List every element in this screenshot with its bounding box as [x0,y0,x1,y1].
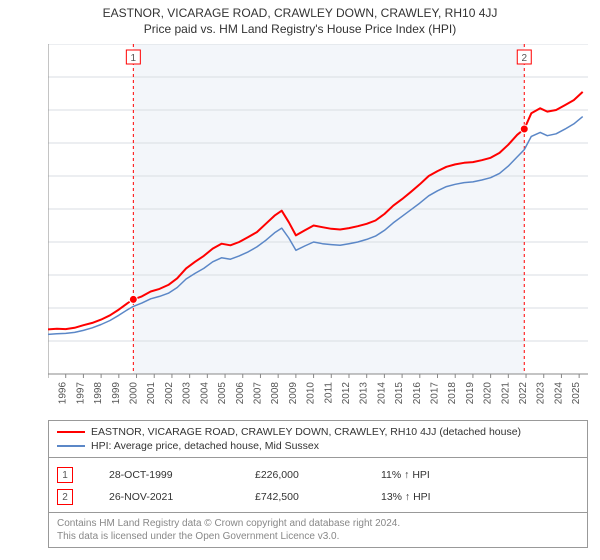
svg-text:2020: 2020 [483,382,494,405]
svg-text:2014: 2014 [376,382,387,405]
license-line: Contains HM Land Registry data © Crown c… [57,517,579,530]
marker-number-box: 2 [57,489,73,505]
marker-date: 28-OCT-1999 [109,469,219,481]
markers-box: 1 28-OCT-1999 £226,000 11% ↑ HPI 2 26-NOV-202… [48,458,588,513]
legend-row: HPI: Average price, detached house, Mid … [57,439,579,453]
bottom-panel: EASTNOR, VICARAGE ROAD, CRAWLEY DOWN, CR… [48,420,588,548]
legend-row: EASTNOR, VICARAGE ROAD, CRAWLEY DOWN, CR… [57,425,579,439]
svg-text:2003: 2003 [182,382,193,405]
svg-text:2017: 2017 [430,382,441,405]
chart-subtitle: Price paid vs. HM Land Registry's House … [0,20,600,40]
svg-text:2: 2 [521,53,527,64]
marker-number-box: 1 [57,467,73,483]
svg-text:2006: 2006 [235,382,246,405]
legend-label: EASTNOR, VICARAGE ROAD, CRAWLEY DOWN, CR… [91,426,521,438]
svg-text:2018: 2018 [447,382,458,405]
svg-text:2001: 2001 [146,382,157,405]
svg-text:2000: 2000 [129,382,140,405]
marker-date: 26-NOV-2021 [109,491,219,503]
svg-text:2007: 2007 [252,382,263,405]
svg-text:1: 1 [131,53,137,64]
svg-text:2025: 2025 [571,382,582,405]
svg-text:2021: 2021 [500,382,511,405]
license-line: This data is licensed under the Open Gov… [57,530,579,543]
legend-box: EASTNOR, VICARAGE ROAD, CRAWLEY DOWN, CR… [48,420,588,458]
svg-text:2009: 2009 [288,382,299,405]
svg-text:2023: 2023 [536,382,547,405]
svg-text:2005: 2005 [217,382,228,405]
license-box: Contains HM Land Registry data © Crown c… [48,513,588,548]
chart-container: EASTNOR, VICARAGE ROAD, CRAWLEY DOWN, CR… [0,0,600,560]
svg-text:2002: 2002 [164,382,175,405]
svg-text:2004: 2004 [199,382,210,405]
chart-area: £0£100K£200K£300K£400K£500K£600K£700K£80… [48,44,588,414]
svg-text:2016: 2016 [412,382,423,405]
svg-text:2010: 2010 [306,382,317,405]
chart-title: EASTNOR, VICARAGE ROAD, CRAWLEY DOWN, CR… [0,0,600,20]
legend-swatch [57,431,85,433]
svg-text:2024: 2024 [553,382,564,405]
svg-text:2008: 2008 [270,382,281,405]
svg-text:2011: 2011 [323,382,334,404]
svg-text:2019: 2019 [465,382,476,405]
marker-row: 1 28-OCT-1999 £226,000 11% ↑ HPI [57,464,579,486]
legend-swatch [57,445,85,447]
marker-price: £226,000 [255,469,345,481]
svg-text:2015: 2015 [394,382,405,405]
marker-hpi: 13% ↑ HPI [381,491,471,503]
svg-text:2013: 2013 [359,382,370,405]
marker-hpi: 11% ↑ HPI [381,469,471,481]
svg-text:1998: 1998 [93,382,104,405]
svg-text:1996: 1996 [58,382,69,405]
svg-text:1999: 1999 [111,382,122,405]
line-chart: £0£100K£200K£300K£400K£500K£600K£700K£80… [48,44,588,414]
marker-row: 2 26-NOV-2021 £742,500 13% ↑ HPI [57,486,579,508]
svg-text:1997: 1997 [75,382,86,405]
svg-text:2012: 2012 [341,382,352,405]
svg-text:2022: 2022 [518,382,529,405]
marker-price: £742,500 [255,491,345,503]
legend-label: HPI: Average price, detached house, Mid … [91,440,319,452]
svg-text:1995: 1995 [48,382,51,405]
